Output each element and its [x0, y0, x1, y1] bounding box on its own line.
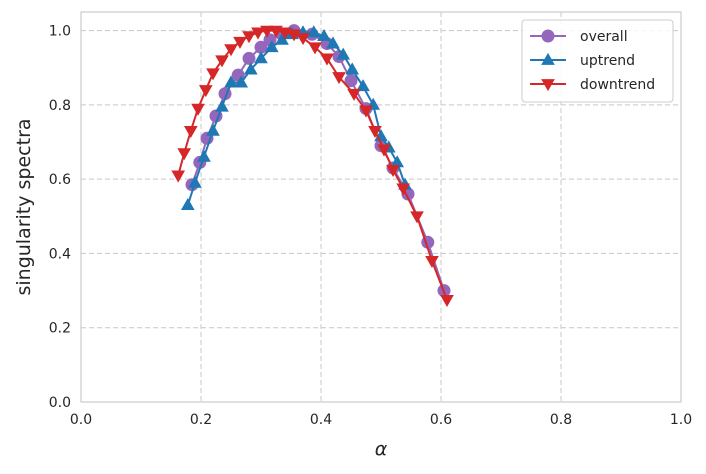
data-point [345, 62, 360, 75]
y-axis-ticks: 0.0 0.2 0.4 0.6 0.8 1.0 [49, 24, 71, 411]
data-point [254, 40, 268, 54]
legend: overall uptrend downtrend [521, 19, 674, 103]
legend-marker [541, 52, 555, 65]
data-point [275, 32, 289, 45]
data-point [332, 72, 346, 85]
data-point [191, 103, 205, 116]
data-point [171, 170, 186, 183]
plot-frame [80, 11, 682, 403]
series-uptrend [180, 25, 412, 211]
data-point [215, 99, 229, 112]
data-point [264, 40, 279, 53]
data-point [206, 68, 220, 81]
data-point [206, 123, 220, 136]
data-point [396, 183, 411, 196]
legend-marker [541, 29, 555, 43]
data-point [260, 25, 274, 38]
data-point [198, 85, 213, 98]
data-point [359, 105, 373, 118]
y-axis-label: singularity spectra [13, 118, 35, 295]
data-point [296, 33, 310, 46]
data-point [224, 44, 238, 57]
data-point [386, 164, 400, 178]
data-point [317, 28, 331, 42]
x-tick-label: 0.4 [310, 412, 332, 428]
x-axis-label: α [375, 438, 388, 460]
y-tick-label: 0.4 [49, 246, 71, 262]
data-point [390, 155, 405, 168]
x-tick-label: 0.8 [550, 412, 572, 428]
x-tick-label: 0.0 [70, 412, 92, 428]
y-tick-label: 0.6 [49, 172, 71, 188]
data-point [242, 51, 256, 65]
data-point [197, 149, 211, 162]
legend-marker [541, 79, 555, 92]
x-axis-ticks: 0.0 0.2 0.4 0.6 0.8 1.0 [70, 412, 692, 428]
data-point [440, 294, 454, 308]
y-tick-label: 0.8 [49, 98, 71, 114]
data-point [377, 144, 391, 157]
data-point [347, 88, 361, 101]
data-point [242, 31, 256, 44]
data-point [233, 36, 247, 49]
data-point [356, 79, 370, 92]
data-point [368, 125, 382, 139]
legend-item-downtrend: downtrend [530, 77, 655, 93]
y-tick-label: 0.2 [49, 321, 71, 337]
legend-label: downtrend [580, 77, 655, 93]
y-tick-label: 0.0 [49, 395, 71, 411]
y-tick-label: 1.0 [49, 24, 71, 40]
legend-item-uptrend: uptrend [530, 52, 635, 69]
legend-box [521, 19, 674, 103]
data-point [177, 148, 192, 161]
data-point [425, 255, 439, 269]
data-point [308, 42, 322, 55]
legend-label: overall [580, 29, 628, 45]
data-point [344, 74, 358, 88]
data-point [251, 27, 265, 40]
data-point [326, 36, 340, 49]
x-tick-label: 1.0 [670, 412, 692, 428]
x-tick-label: 0.6 [430, 412, 452, 428]
data-point [410, 211, 424, 224]
data-point [183, 125, 198, 139]
data-point [287, 29, 301, 42]
data-point [234, 75, 249, 88]
data-point [224, 75, 238, 88]
series-downtrend [171, 25, 454, 308]
data-point [243, 62, 258, 75]
x-tick-label: 0.2 [190, 412, 212, 428]
data-point [188, 175, 202, 188]
data-point [320, 53, 334, 66]
legend-item-overall: overall [530, 29, 628, 45]
data-point [336, 47, 351, 60]
data-point [180, 197, 195, 211]
data-point [215, 55, 229, 68]
series-layer [171, 24, 454, 308]
data-point [254, 51, 268, 64]
data-point [306, 25, 321, 38]
legend-label: uptrend [580, 53, 635, 69]
